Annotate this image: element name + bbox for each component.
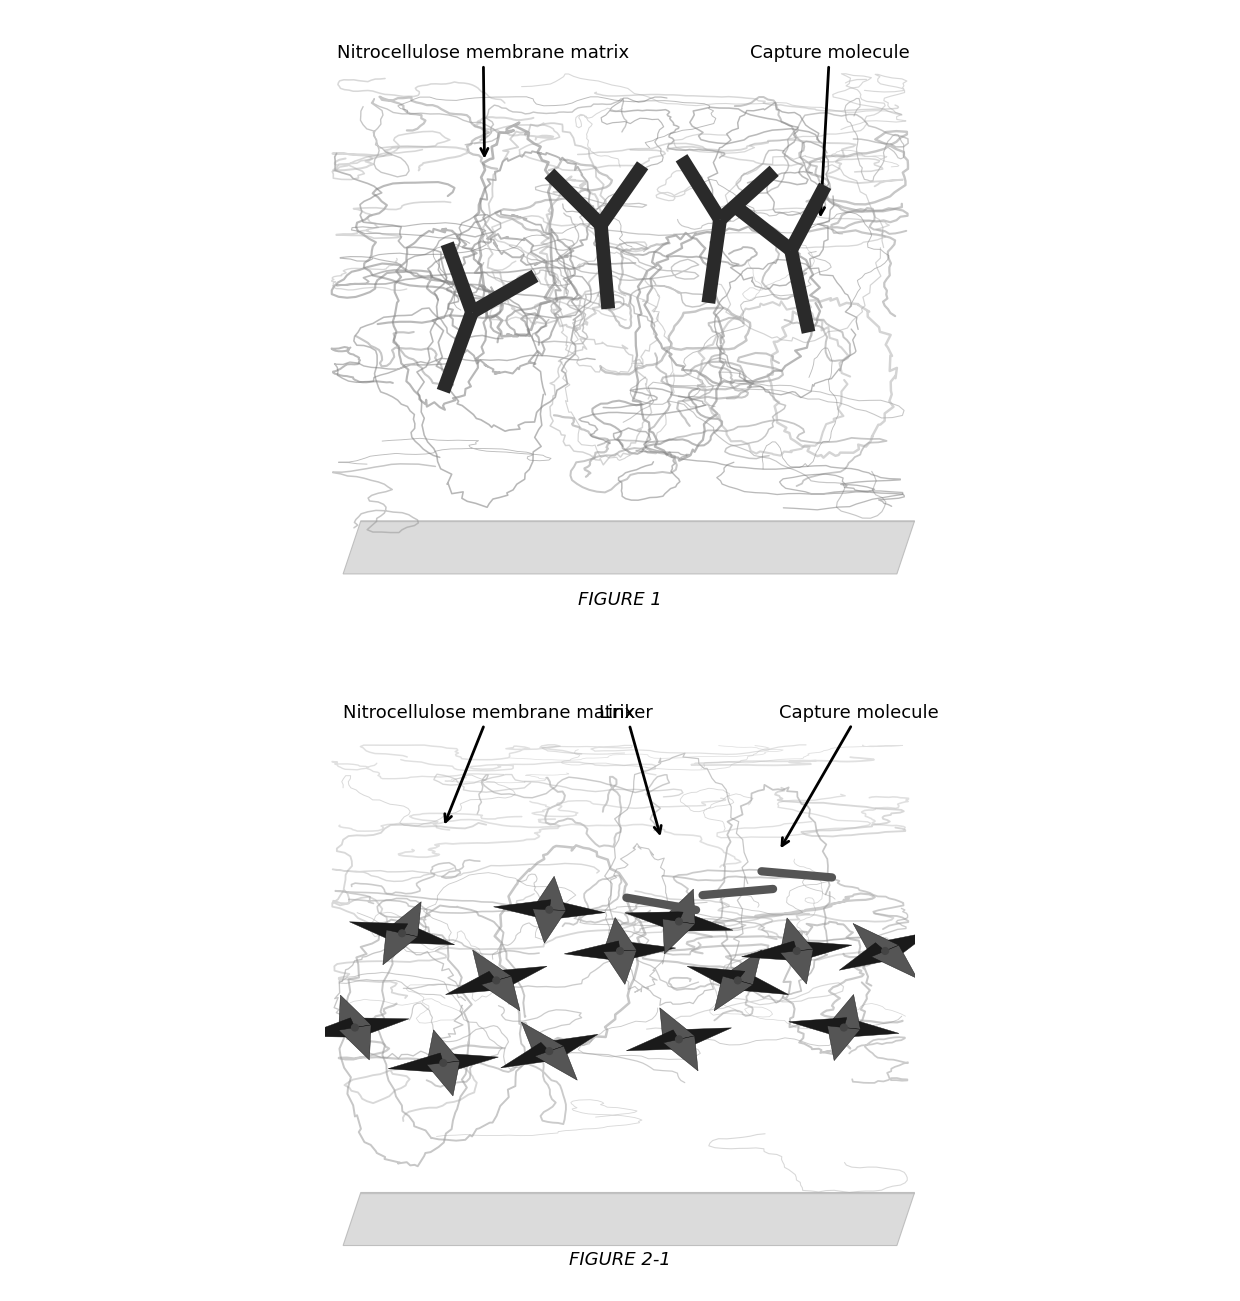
- Polygon shape: [702, 219, 727, 304]
- Polygon shape: [386, 902, 422, 937]
- Polygon shape: [594, 224, 615, 310]
- Circle shape: [440, 1059, 446, 1067]
- Circle shape: [351, 1024, 358, 1030]
- Polygon shape: [780, 919, 813, 952]
- Circle shape: [494, 977, 500, 984]
- Polygon shape: [839, 943, 895, 971]
- Polygon shape: [619, 941, 676, 961]
- Circle shape: [616, 947, 624, 955]
- Polygon shape: [662, 889, 696, 924]
- Polygon shape: [794, 941, 852, 961]
- Polygon shape: [388, 1053, 446, 1073]
- Polygon shape: [662, 919, 696, 954]
- Text: Linker: Linker: [599, 704, 661, 834]
- Circle shape: [882, 947, 889, 955]
- Polygon shape: [343, 1193, 915, 1245]
- Polygon shape: [544, 169, 606, 230]
- Polygon shape: [339, 1025, 371, 1060]
- Polygon shape: [675, 912, 733, 932]
- Polygon shape: [673, 1028, 732, 1049]
- Polygon shape: [501, 1042, 558, 1068]
- Polygon shape: [445, 972, 503, 994]
- Circle shape: [841, 1024, 847, 1030]
- Polygon shape: [427, 1030, 460, 1064]
- Polygon shape: [827, 994, 861, 1029]
- Polygon shape: [676, 154, 725, 224]
- Polygon shape: [472, 950, 511, 985]
- Polygon shape: [729, 200, 795, 255]
- Polygon shape: [351, 1017, 409, 1037]
- Polygon shape: [785, 182, 831, 254]
- Polygon shape: [742, 941, 800, 961]
- Text: FIGURE 2-1: FIGURE 2-1: [569, 1252, 671, 1270]
- Polygon shape: [853, 924, 899, 956]
- Text: Nitrocellulose membrane matrix: Nitrocellulose membrane matrix: [337, 44, 630, 156]
- Polygon shape: [604, 950, 636, 985]
- Polygon shape: [663, 1036, 698, 1071]
- Polygon shape: [481, 976, 520, 1011]
- Polygon shape: [714, 976, 753, 1011]
- Polygon shape: [723, 950, 761, 985]
- Polygon shape: [383, 930, 418, 965]
- Polygon shape: [521, 1023, 564, 1056]
- Polygon shape: [715, 165, 779, 225]
- Polygon shape: [780, 950, 813, 984]
- Circle shape: [676, 1036, 682, 1042]
- Polygon shape: [494, 900, 551, 920]
- Circle shape: [794, 947, 800, 955]
- Polygon shape: [604, 917, 636, 952]
- Polygon shape: [841, 1017, 899, 1037]
- Polygon shape: [626, 1030, 684, 1051]
- Polygon shape: [564, 941, 621, 961]
- Text: Capture molecule: Capture molecule: [750, 44, 909, 215]
- Polygon shape: [548, 900, 605, 920]
- Polygon shape: [440, 242, 479, 315]
- Polygon shape: [827, 1025, 861, 1060]
- Polygon shape: [532, 909, 565, 943]
- Polygon shape: [469, 269, 538, 317]
- Polygon shape: [625, 912, 683, 932]
- Polygon shape: [730, 972, 789, 994]
- Polygon shape: [490, 967, 547, 990]
- Polygon shape: [343, 520, 915, 574]
- Polygon shape: [789, 1017, 847, 1037]
- Circle shape: [399, 930, 405, 937]
- Polygon shape: [687, 967, 745, 990]
- Polygon shape: [595, 161, 649, 229]
- Circle shape: [734, 977, 742, 984]
- Polygon shape: [339, 995, 371, 1030]
- Polygon shape: [660, 1008, 694, 1043]
- Polygon shape: [301, 1017, 360, 1037]
- Text: Nitrocellulose membrane matrix: Nitrocellulose membrane matrix: [343, 704, 635, 822]
- Circle shape: [546, 907, 553, 913]
- Polygon shape: [784, 248, 815, 334]
- Polygon shape: [440, 1053, 498, 1073]
- Polygon shape: [875, 932, 931, 959]
- Polygon shape: [397, 924, 455, 945]
- Text: Capture molecule: Capture molecule: [779, 704, 939, 846]
- Polygon shape: [436, 310, 479, 394]
- Text: FIGURE 1: FIGURE 1: [578, 592, 662, 609]
- Circle shape: [676, 919, 682, 925]
- Polygon shape: [541, 1034, 598, 1060]
- Polygon shape: [872, 946, 918, 978]
- Polygon shape: [532, 877, 565, 911]
- Polygon shape: [427, 1062, 460, 1095]
- Polygon shape: [350, 922, 408, 943]
- Polygon shape: [534, 1046, 578, 1080]
- Circle shape: [546, 1047, 553, 1055]
